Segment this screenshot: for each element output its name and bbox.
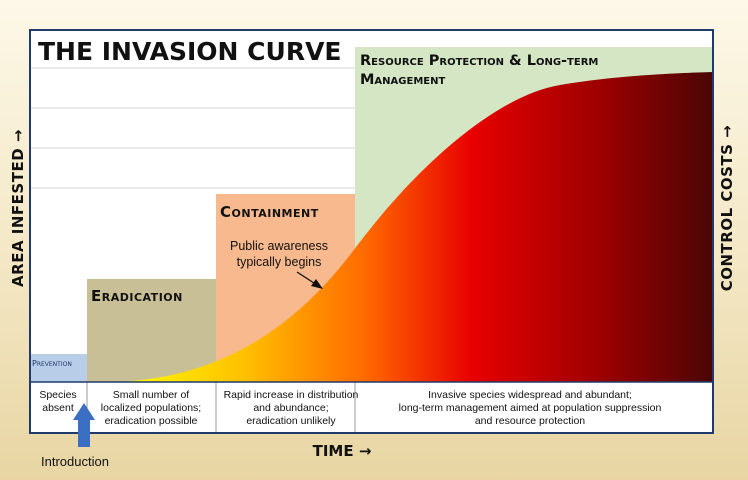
eradication-desc-1: Small number of [113,389,190,401]
eradication-desc-2: localized populations; [101,402,201,414]
containment-desc-3: eradication unlikely [246,415,336,427]
y-axis-left-label: AREA INFESTED → [9,129,27,287]
eradication-label: Eradication [91,287,183,305]
resource-label-line2: Management [360,72,445,88]
containment-label: Containment [220,203,319,221]
diagram-title: THE INVASION CURVE [38,37,342,66]
description-band [30,382,713,433]
containment-desc-2: and abundance; [253,402,328,414]
plot-frame [29,29,714,434]
prevention-desc-2: absent [42,402,74,414]
invasion-curve [112,72,713,382]
resource-desc-2: long-term management aimed at population… [399,402,662,414]
x-axis-label: TIME → [313,442,372,460]
prevention-label: Prevention [32,359,72,368]
annotation-arrow [296,271,323,289]
resource-desc-1: Invasive species widespread and abundant… [428,389,632,401]
eradication-block [87,279,216,382]
annotation-line2: typically begins [237,255,322,269]
eradication-desc-3: eradication possible [105,415,198,427]
introduction-label: Introduction [41,454,109,469]
prevention-block [30,354,87,382]
containment-desc-1: Rapid increase in distribution [224,389,359,401]
introduction-arrow-icon [73,403,95,447]
resource-label-line1: Resource Protection & Long-term [360,53,598,69]
resource-desc-3: and resource protection [475,415,585,427]
prevention-desc-1: Species [39,389,76,401]
y-axis-right-label: CONTROL COSTS → [718,125,736,292]
annotation-line1: Public awareness [230,239,328,253]
